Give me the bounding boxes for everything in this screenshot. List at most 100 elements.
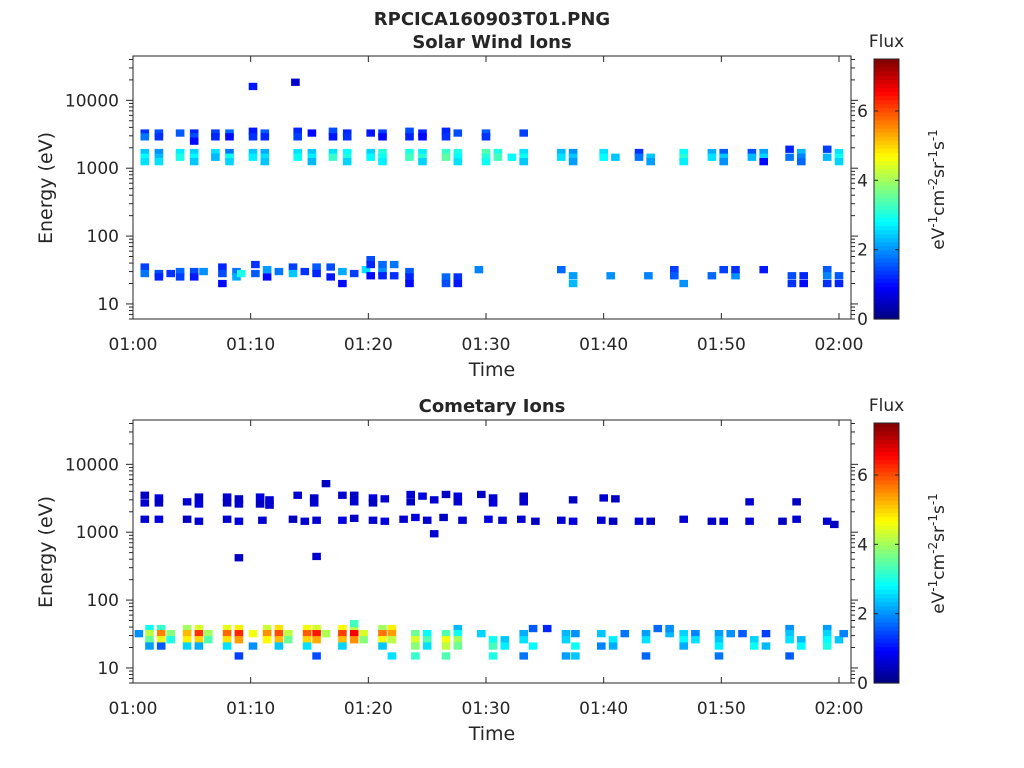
heatmap-cell <box>691 636 700 644</box>
heatmap-cell <box>519 158 528 166</box>
heatmap-cell <box>248 133 258 141</box>
heatmap-cell <box>474 266 484 274</box>
heatmap-cell <box>571 652 580 660</box>
heatmap-cell <box>759 148 768 157</box>
colorbar-segment <box>874 298 899 304</box>
heatmap-cell <box>255 500 265 508</box>
heatmap-cell <box>321 630 331 638</box>
colorbar-segment <box>874 274 899 279</box>
heatmap-cell <box>665 630 674 638</box>
colorbar-segment <box>874 496 899 501</box>
heatmap-cell <box>361 266 371 274</box>
x-axis-label: Time <box>468 359 516 381</box>
y-axis-label: Energy (eV) <box>35 132 57 244</box>
colorbar-segment <box>874 634 899 639</box>
colorbar-segment <box>874 548 899 554</box>
heatmap-cell <box>204 630 213 638</box>
heatmap-cell <box>571 642 580 650</box>
x-tick-label: 01:40 <box>579 335 628 355</box>
heatmap-cell <box>222 642 232 650</box>
heatmap-cell <box>312 263 321 271</box>
heatmap-cell <box>140 158 150 166</box>
colorbar-segment <box>874 609 899 615</box>
heatmap-cell <box>731 266 740 274</box>
heatmap-cell <box>251 260 260 269</box>
heatmap-cell <box>338 642 347 650</box>
heatmap-cell <box>785 153 794 161</box>
heatmap-cell <box>154 494 164 502</box>
x-tick-label: 01:30 <box>462 335 511 355</box>
heatmap-cell <box>792 515 801 523</box>
x-tick-label: 01:20 <box>344 699 393 719</box>
heatmap-cell <box>145 642 154 650</box>
heatmap-cell <box>679 636 688 644</box>
heatmap-cell <box>232 273 241 281</box>
colorbar-segment <box>874 431 899 436</box>
colorbar-segment <box>874 245 899 251</box>
heatmap-cell <box>411 642 420 650</box>
colorbar-segment <box>874 111 899 117</box>
colorbar-segment <box>874 160 899 166</box>
colorbar-segment <box>874 459 899 465</box>
colorbar-tick-label: 2 <box>857 241 868 261</box>
heatmap-cell <box>719 153 728 161</box>
colorbar-segment <box>874 451 899 457</box>
colorbar-segment <box>874 168 899 174</box>
heatmap-cell <box>182 630 192 638</box>
heatmap-cell <box>726 630 735 638</box>
heatmap-cell <box>302 630 312 638</box>
heatmap-cell <box>606 272 615 280</box>
colorbar-segment <box>874 581 899 587</box>
heatmap-cell <box>429 496 439 504</box>
colorbar-segment <box>874 205 899 210</box>
x-tick-label: 01:30 <box>462 699 511 719</box>
heatmap-cell <box>834 279 844 288</box>
heatmap-cell <box>368 494 378 502</box>
x-tick-label: 01:50 <box>697 335 746 355</box>
heatmap-cell <box>488 636 498 644</box>
colorbar-segment <box>874 176 899 182</box>
colorbar-segment <box>874 229 899 235</box>
heatmap-cell <box>309 499 319 507</box>
colorbar-segment <box>874 471 899 477</box>
heatmap-cell <box>568 158 578 166</box>
heatmap-cell <box>338 267 347 276</box>
heatmap-cell <box>140 129 150 137</box>
colorbar-segment <box>874 249 899 255</box>
heatmap-cell <box>182 515 192 523</box>
x-tick-label: 02:00 <box>815 335 864 355</box>
heatmap-cell <box>493 148 503 157</box>
heatmap-cell <box>378 272 387 280</box>
x-axis-label: Time <box>468 723 516 745</box>
heatmap-cell <box>822 153 832 161</box>
heatmap-cell <box>145 630 154 638</box>
heatmap-cell <box>234 630 244 638</box>
heatmap-cell <box>260 148 270 157</box>
heatmap-cell <box>204 636 213 644</box>
heatmap-cell <box>175 148 185 157</box>
heatmap-cell <box>665 624 674 633</box>
heatmap-cell <box>477 490 486 499</box>
colorbar-segment <box>874 508 899 513</box>
heatmap-cell <box>519 636 528 644</box>
colorbar-segment <box>874 569 899 574</box>
heatmap-cell <box>691 630 700 638</box>
heatmap-cell <box>646 158 655 166</box>
colorbar-tick-label: 6 <box>857 466 868 486</box>
heatmap-cell <box>366 260 375 269</box>
heatmap-cell <box>225 129 234 137</box>
colorbar-tick-label: 4 <box>857 535 868 555</box>
colorbar-segment <box>874 597 899 603</box>
heatmap-cell <box>731 272 740 280</box>
heatmap-cell <box>568 153 578 161</box>
heatmap-cell <box>422 516 432 524</box>
heatmap-cell <box>792 498 801 506</box>
heatmap-cell <box>274 624 284 633</box>
heatmap-cell <box>222 493 232 501</box>
heatmap-cell <box>338 624 347 633</box>
heatmap-cell <box>719 266 728 274</box>
heatmap-cell <box>611 153 620 161</box>
heatmap-cell <box>411 630 420 638</box>
heatmap-cell <box>293 491 302 499</box>
heatmap-cell <box>234 500 244 508</box>
